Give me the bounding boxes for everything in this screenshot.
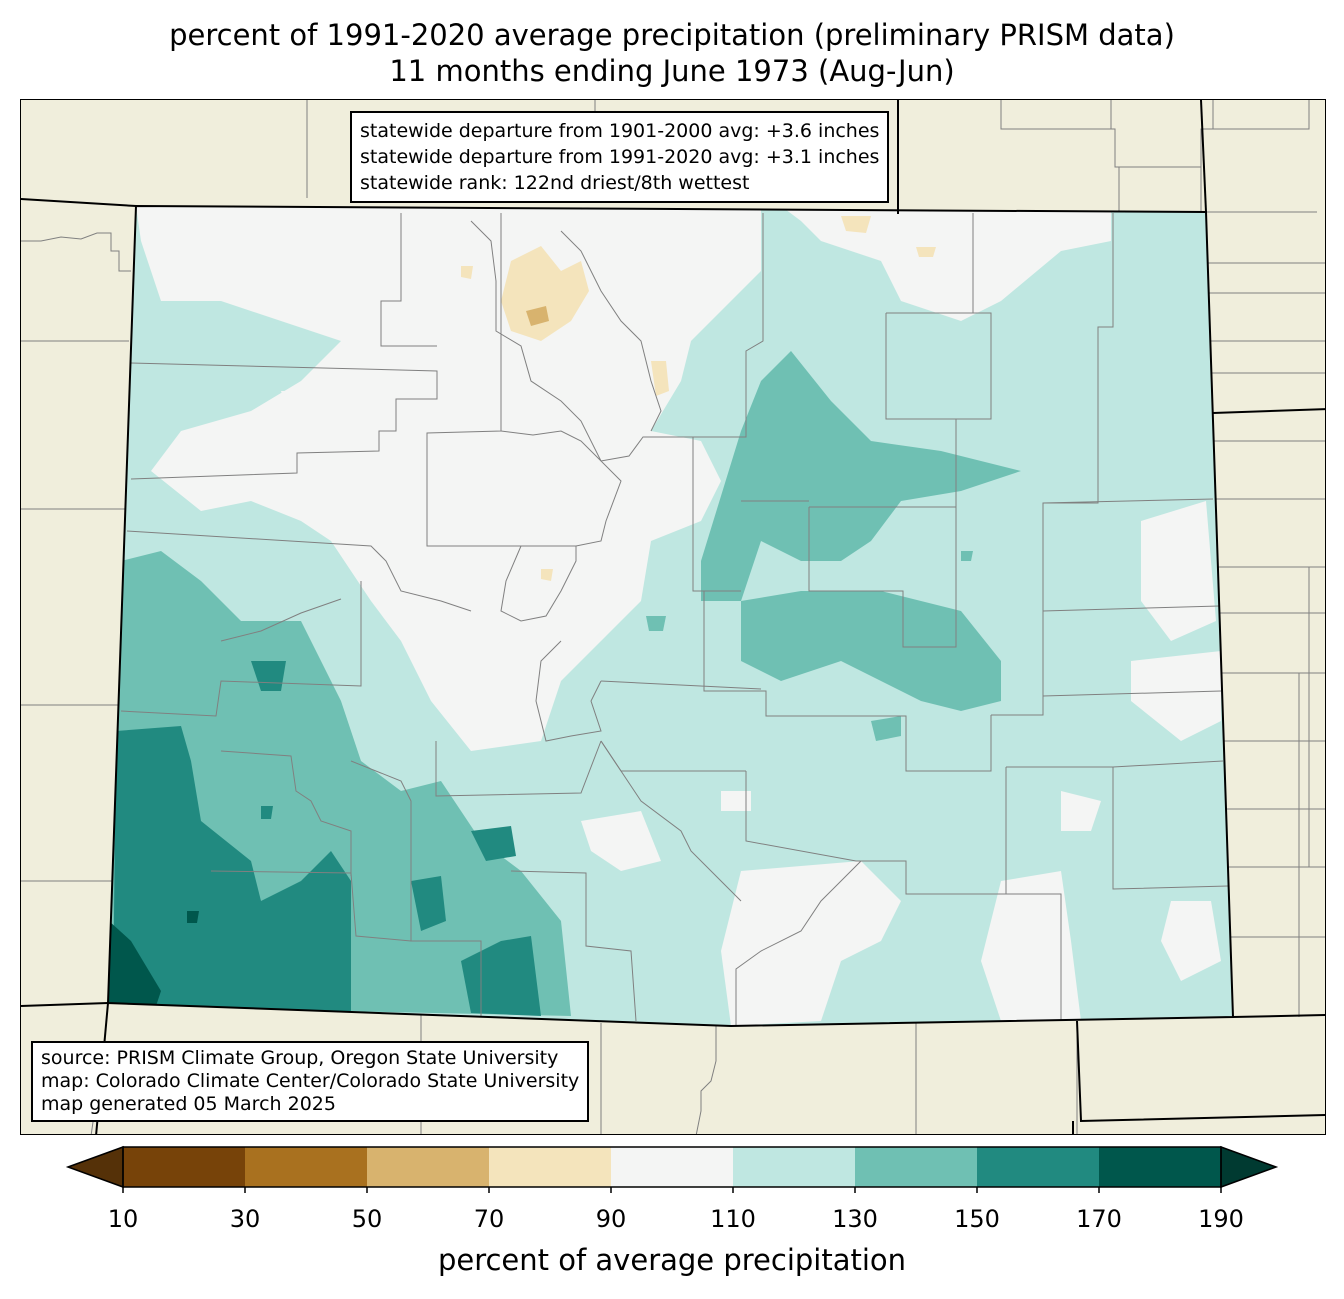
- colorbar: [65, 1145, 1279, 1193]
- map-canvas: [21, 100, 1325, 1134]
- state-borders: [21, 100, 1325, 1134]
- colorbar-tick-label: 110: [710, 1205, 756, 1233]
- precipitation-field: [108, 206, 1233, 1026]
- colorbar-segment: [855, 1147, 978, 1187]
- credits-box: source: PRISM Climate Group, Oregon Stat…: [31, 1041, 590, 1122]
- stats-line2: statewide departure from 1991-2020 avg: …: [360, 146, 880, 168]
- credits-line2: map: Colorado Climate Center/Colorado St…: [41, 1070, 580, 1092]
- colorbar-tick-label: 10: [107, 1205, 139, 1233]
- colorbar-segment: [611, 1147, 734, 1187]
- colorbar-frame: [122, 1146, 1222, 1188]
- colorbar-segment: [977, 1147, 1100, 1187]
- county-lines: [120, 213, 1229, 1026]
- colorbar-segment: [1099, 1147, 1222, 1187]
- colorbar-segment: [367, 1147, 490, 1187]
- colorbar-label: percent of average precipitation: [437, 1243, 907, 1277]
- colorbar-segment: [245, 1147, 368, 1187]
- precipitation-map: [20, 99, 1326, 1135]
- colorbar-tick-label: 190: [1198, 1205, 1244, 1233]
- credits-line3: map generated 05 March 2025: [41, 1093, 336, 1115]
- colorbar-tick-label: 90: [595, 1205, 627, 1233]
- colorbar-segment: [123, 1147, 246, 1187]
- map-title-line2: 11 months ending June 1973 (Aug-Jun): [389, 54, 955, 88]
- colorbar-tick-label: 70: [473, 1205, 505, 1233]
- stats-line1: statewide departure from 1901-2000 avg: …: [360, 120, 880, 142]
- colorbar-segment: [733, 1147, 856, 1187]
- stats-line3: statewide rank: 122nd driest/8th wettest: [360, 172, 750, 194]
- credits-line1: source: PRISM Climate Group, Oregon Stat…: [41, 1047, 559, 1069]
- colorbar-tick-label: 170: [1076, 1205, 1122, 1233]
- statewide-stats-box: statewide departure from 1901-2000 avg: …: [350, 111, 890, 203]
- colorbar-tick-label: 130: [832, 1205, 878, 1233]
- colorbar-tick-label: 50: [351, 1205, 383, 1233]
- map-title-line1: percent of 1991-2020 average precipitati…: [169, 18, 1175, 52]
- colorbar-over-arrow: [1220, 1145, 1279, 1189]
- colorbar-tick-label: 150: [954, 1205, 1000, 1233]
- colorbar-segment: [489, 1147, 612, 1187]
- colorbar-tick-label: 30: [229, 1205, 261, 1233]
- colorbar-under-arrow: [65, 1145, 124, 1189]
